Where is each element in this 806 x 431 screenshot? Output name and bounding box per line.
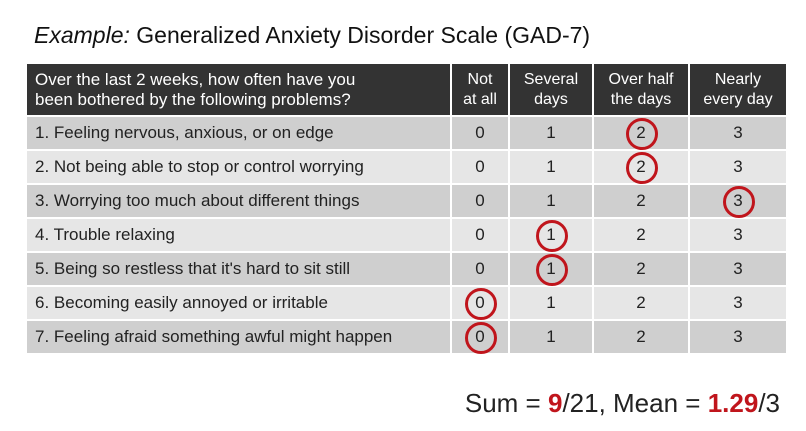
selected-score: 3 [723, 186, 755, 218]
column-header-not-at-all: Not at all [450, 62, 510, 117]
score-cell: 2 [592, 251, 690, 287]
score-cell: 0 [450, 183, 510, 219]
score-cell: 3 [688, 217, 788, 253]
score-cell: 0 [450, 217, 510, 253]
table-row: 5. Being so restless that it's hard to s… [25, 251, 788, 287]
score-value: 0 [475, 225, 485, 244]
question-cell: 4. Trouble relaxing [25, 217, 452, 253]
table-header-row: Over the last 2 weeks, how often have yo… [25, 62, 788, 117]
table-row: 1. Feeling nervous, anxious, or on edge 0… [25, 115, 788, 151]
page-title: Example: Generalized Anxiety Disorder Sc… [34, 22, 590, 49]
score-value: 3 [733, 293, 743, 312]
score-cell: 1 [508, 251, 594, 287]
score-value: 0 [475, 191, 485, 210]
score-value: 3 [733, 259, 743, 278]
question-cell: 2. Not being able to stop or control wor… [25, 149, 452, 185]
score-cell: 3 [688, 285, 788, 321]
table-row: 4. Trouble relaxing 0 1 2 3 [25, 217, 788, 253]
score-cell: 0 [450, 319, 510, 355]
score-cell: 3 [688, 149, 788, 185]
score-value: 0 [475, 259, 485, 278]
title-text: Generalized Anxiety Disorder Scale (GAD-… [136, 22, 591, 48]
score-value: 1 [546, 293, 556, 312]
question-cell: 7. Feeling afraid something awful might … [25, 319, 452, 355]
sum-value: 9 [547, 388, 563, 418]
score-cell: 3 [688, 251, 788, 287]
question-header: Over the last 2 weeks, how often have yo… [25, 62, 452, 117]
score-value: 2 [636, 327, 646, 346]
selected-score: 1 [536, 220, 568, 252]
score-value: 1 [546, 191, 556, 210]
score-cell: 0 [450, 115, 510, 151]
score-cell: 2 [592, 183, 690, 219]
score-cell: 1 [508, 115, 594, 151]
score-cell: 2 [592, 319, 690, 355]
table-row: 6. Becoming easily annoyed or irritable 0… [25, 285, 788, 321]
column-header-several-days: Several days [508, 62, 594, 117]
title-prefix: Example: [34, 22, 130, 48]
score-cell: 1 [508, 149, 594, 185]
selected-score: 0 [465, 322, 497, 354]
mean-value: 1.29 [707, 388, 759, 418]
score-value: 3 [733, 157, 743, 176]
score-cell: 2 [592, 217, 690, 253]
score-cell: 0 [450, 149, 510, 185]
column-header-over-half: Over half the days [592, 62, 690, 117]
selected-score: 2 [626, 118, 658, 150]
score-summary: Sum = 9/21, Mean = 1.29/3 [464, 388, 780, 418]
score-value: 0 [475, 157, 485, 176]
selected-score: 2 [626, 152, 658, 184]
score-cell: 0 [450, 285, 510, 321]
score-cell: 2 [592, 285, 690, 321]
question-cell: 5. Being so restless that it's hard to s… [25, 251, 452, 287]
score-cell: 1 [508, 183, 594, 219]
score-value: 2 [636, 259, 646, 278]
score-value: 2 [636, 225, 646, 244]
score-value: 2 [636, 293, 646, 312]
score-cell: 3 [688, 183, 788, 219]
column-header-nearly-every-day: Nearly every day [688, 62, 788, 117]
score-value: 3 [733, 327, 743, 346]
table-row: 2. Not being able to stop or control wor… [25, 149, 788, 185]
table-row: 3. Worrying too much about different thi… [25, 183, 788, 219]
question-cell: 6. Becoming easily annoyed or irritable [25, 285, 452, 321]
question-cell: 1. Feeling nervous, anxious, or on edge [25, 115, 452, 151]
selected-score: 1 [536, 254, 568, 286]
score-cell: 1 [508, 217, 594, 253]
score-value: 0 [475, 123, 485, 142]
score-value: 3 [733, 225, 743, 244]
selected-score: 0 [465, 288, 497, 320]
score-cell: 2 [592, 149, 690, 185]
score-cell: 2 [592, 115, 690, 151]
score-value: 3 [733, 123, 743, 142]
score-cell: 1 [508, 285, 594, 321]
score-value: 1 [546, 123, 556, 142]
score-value: 2 [636, 191, 646, 210]
score-value: 1 [546, 157, 556, 176]
table-row: 7. Feeling afraid something awful might … [25, 319, 788, 355]
score-cell: 1 [508, 319, 594, 355]
question-cell: 3. Worrying too much about different thi… [25, 183, 452, 219]
score-cell: 3 [688, 319, 788, 355]
score-value: 1 [546, 327, 556, 346]
score-cell: 0 [450, 251, 510, 287]
gad7-table: Over the last 2 weeks, how often have yo… [25, 62, 788, 355]
score-cell: 3 [688, 115, 788, 151]
